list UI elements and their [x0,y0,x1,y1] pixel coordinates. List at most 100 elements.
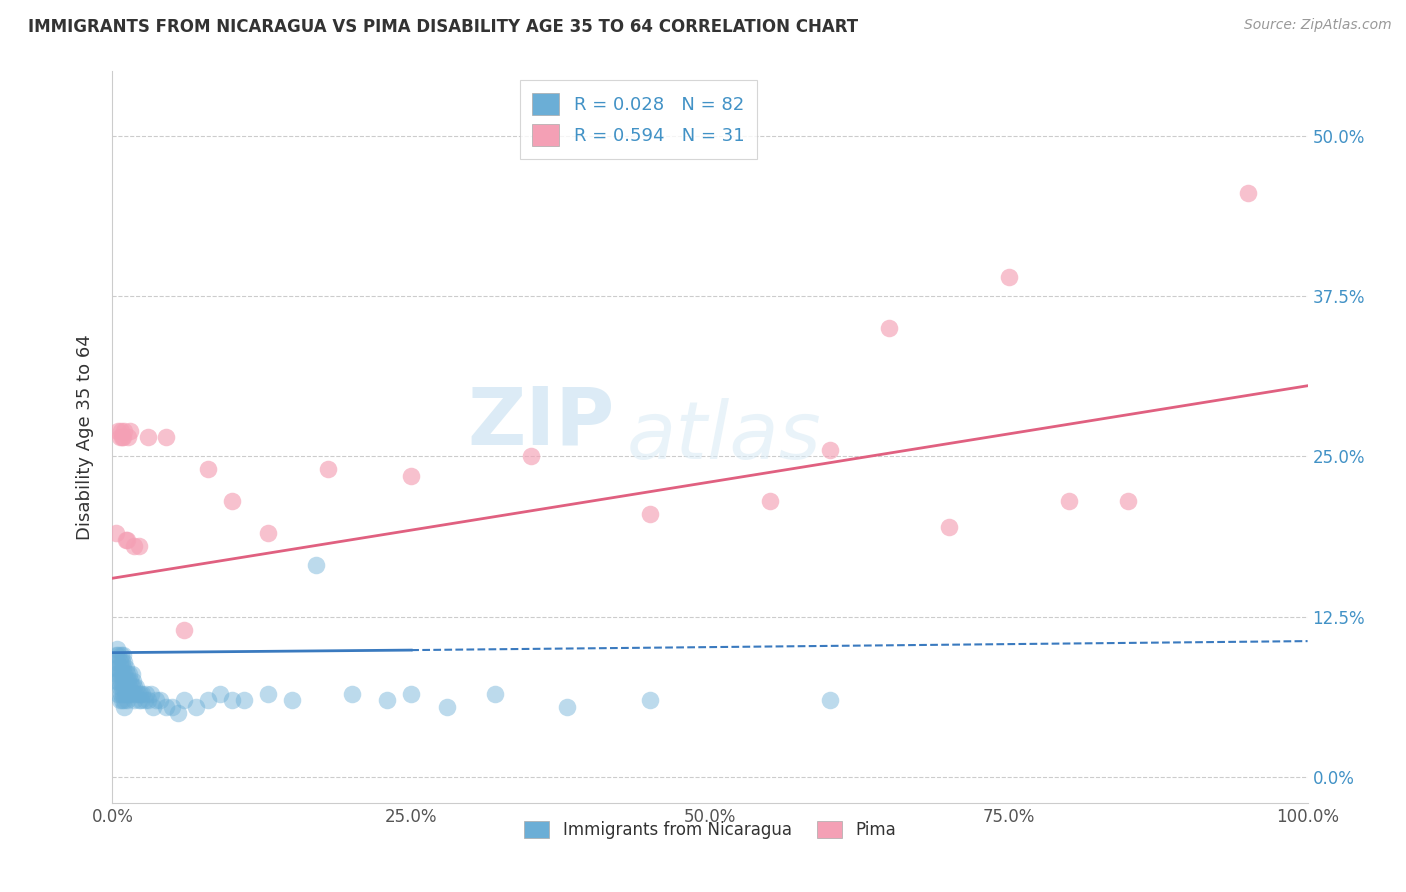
Point [122,693,145,707]
Point [114,655,135,669]
Point [114,667,135,681]
Point [114,681,135,695]
Point [124,687,146,701]
Point [138,430,160,444]
Point [401,468,423,483]
Point [640,507,662,521]
Point [281,693,304,707]
Point [117,430,139,444]
Point [938,520,960,534]
Point [107,687,129,701]
Point [114,533,136,547]
Point [998,269,1021,284]
Point [108,681,131,695]
Point [122,539,145,553]
Point [401,687,423,701]
Point [139,687,162,701]
Point [197,462,219,476]
Point [377,693,399,707]
Point [316,462,339,476]
Point [115,667,138,681]
Point [145,693,167,707]
Point [520,450,543,464]
Point [111,667,134,681]
Point [114,693,135,707]
Point [340,687,363,701]
Point [105,655,128,669]
Point [117,673,139,688]
Point [818,442,841,457]
Point [118,681,141,695]
Point [107,661,129,675]
Point [114,661,136,675]
Point [221,494,243,508]
Point [128,539,150,553]
Point [1237,186,1260,201]
Point [108,693,131,707]
Point [107,673,129,688]
Point [105,667,128,681]
Point [111,430,134,444]
Point [221,693,243,707]
Point [129,693,152,707]
Point [110,648,132,663]
Point [155,430,177,444]
Point [120,687,142,701]
Point [112,661,135,675]
Point [105,526,128,541]
Point [121,673,143,688]
Point [112,673,135,688]
Point [257,526,280,541]
Point [138,693,160,707]
Point [121,667,143,681]
Point [173,623,195,637]
Point [120,673,142,688]
Point [1118,494,1140,508]
Point [257,687,280,701]
Point [129,687,152,701]
Point [118,667,141,681]
Point [110,661,132,675]
Y-axis label: Disability Age 35 to 64: Disability Age 35 to 64 [76,334,94,540]
Point [125,681,148,695]
Point [110,687,132,701]
Point [115,693,138,707]
Point [112,430,135,444]
Point [110,424,132,438]
Point [135,687,157,701]
Point [127,687,149,701]
Point [108,655,131,669]
Point [105,673,128,688]
Point [134,693,156,707]
Point [111,655,134,669]
Point [121,681,143,695]
Text: ZIP: ZIP [467,384,614,461]
Point [122,681,145,695]
Point [879,321,901,335]
Point [114,424,135,438]
Point [555,699,578,714]
Point [115,533,138,547]
Point [108,430,131,444]
Point [110,673,132,688]
Point [104,661,127,675]
Point [131,687,153,701]
Point [818,693,841,707]
Point [115,681,138,695]
Point [162,699,183,714]
Point [105,641,128,656]
Point [112,687,135,701]
Point [484,687,506,701]
Point [640,693,662,707]
Point [1057,494,1080,508]
Point [117,687,139,701]
Point [114,673,136,688]
Point [111,693,134,707]
Legend: Immigrants from Nicaragua, Pima: Immigrants from Nicaragua, Pima [517,814,903,846]
Point [108,667,131,681]
Point [155,699,177,714]
Point [114,687,136,701]
Point [436,699,458,714]
Point [186,699,208,714]
Point [120,424,142,438]
